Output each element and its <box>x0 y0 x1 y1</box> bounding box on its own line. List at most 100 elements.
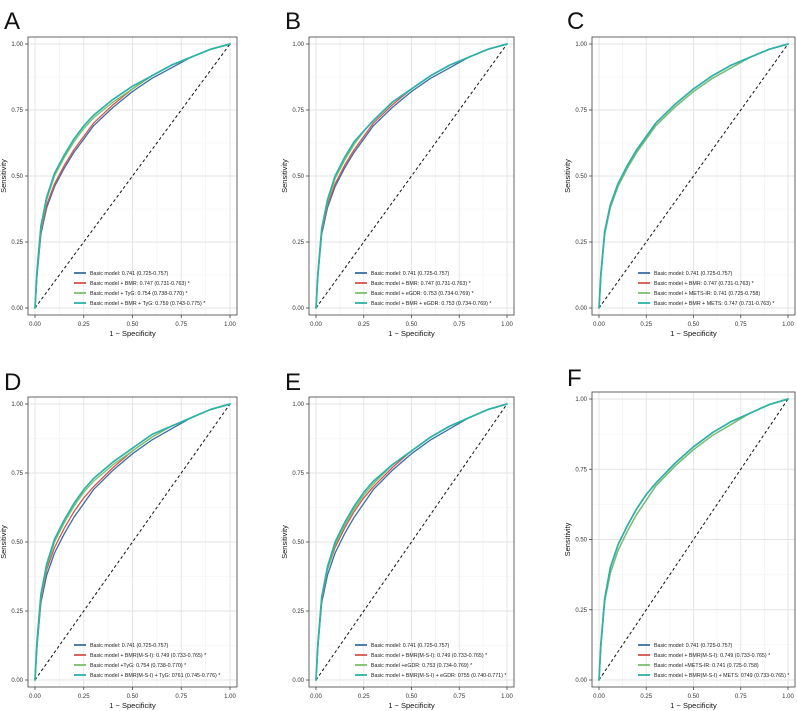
legend-label-series-3: Basic model +TyG: 0.754 (0.738-0.770) * <box>90 663 186 669</box>
x-tick-label: 1.00 <box>782 694 794 700</box>
y-tick-label: 0.75 <box>575 467 587 473</box>
x-axis-label: 1 − Specificity <box>109 329 156 338</box>
y-tick-label: 0.50 <box>11 174 23 180</box>
x-tick-label: 0.00 <box>29 694 41 700</box>
y-tick-label: 1.00 <box>11 402 23 408</box>
roc-curve-series-4 <box>598 398 789 681</box>
roc-panel-e: 0.00 0.00 0.25 0.25 0.50 0.50 0.75 0.75 1.00 1.00… <box>280 369 515 710</box>
x-tick-label: 0.00 <box>593 322 605 328</box>
x-tick-label: 0.25 <box>640 694 652 700</box>
reference-diagonal-line <box>598 43 789 309</box>
legend-label-series-2: Basic model + BMR: 0.747 (0.731-0.763) * <box>654 281 754 287</box>
legend-label-series-4: Basic model + BMR(M-S-I) + TyG: 0761 (0.… <box>90 673 220 679</box>
legend-label-series-2: Basic model + BMR(M-S-I): 0.749 (0.733-0… <box>371 653 487 659</box>
y-axis-label: Sensitivity <box>280 525 289 559</box>
y-axis-label: Sensitivity <box>563 522 572 556</box>
reference-diagonal-line <box>598 398 789 681</box>
x-tick-label: 0.50 <box>406 322 418 328</box>
roc-panel-f: 0.00 0.00 0.25 0.25 0.50 0.50 0.75 0.75 1.00 1.00… <box>563 365 796 710</box>
y-tick-label: 1.00 <box>11 42 23 48</box>
x-tick-label: 0.25 <box>640 322 652 328</box>
legend-label-series-3: Basic model + TyG: 0.754 (0.738-0.770) * <box>90 291 188 297</box>
y-tick-label: 1.00 <box>292 42 304 48</box>
roc-curve-series-4 <box>34 403 231 681</box>
x-tick-label: 1.00 <box>501 322 513 328</box>
legend-label-series-1: Basic model: 0.741 (0.725-0.757) <box>654 643 733 649</box>
x-axis-label: 1 − Specificity <box>670 701 717 710</box>
x-tick-label: 1.00 <box>501 694 513 700</box>
x-tick-label: 0.50 <box>127 322 139 328</box>
legend-label-series-1: Basic model: 0.741 (0.725-0.757) <box>90 643 169 649</box>
panel-letter: A <box>4 8 20 35</box>
y-tick-label: 0.75 <box>11 471 23 477</box>
x-axis-label: 1 − Specificity <box>388 329 435 338</box>
y-tick-label: 0.25 <box>575 608 587 614</box>
x-tick-label: 0.00 <box>310 694 322 700</box>
panel-letter: D <box>4 369 21 396</box>
roc-curve-series-1 <box>315 403 508 681</box>
legend-label-series-1: Basic model: 0.741 (0.725-0.757) <box>90 271 169 277</box>
x-tick-label: 0.00 <box>310 322 322 328</box>
legend-label-series-2: Basic model + BMR(M-S-I): 0.749 (0.733-0… <box>90 653 206 659</box>
legend-label-series-4: Basic model + BMR(M-S-I) + METS: 0749 (0… <box>654 673 789 679</box>
y-axis-label: Sensitivity <box>0 159 8 193</box>
x-tick-label: 0.75 <box>175 694 187 700</box>
legend: Basic model: 0.741 (0.725-0.757) Basic mo… <box>355 643 506 679</box>
x-tick-label: 0.00 <box>29 322 41 328</box>
x-tick-label: 0.00 <box>593 694 605 700</box>
roc-curve-series-4 <box>34 43 231 309</box>
legend-label-series-2: Basic model + BMR: 0.747 (0.731-0.763) * <box>371 281 471 287</box>
roc-panel-d: 0.00 0.00 0.25 0.25 0.50 0.50 0.75 0.75 1.00 1.00… <box>0 369 238 710</box>
y-tick-label: 0.50 <box>575 174 587 180</box>
x-tick-label: 0.75 <box>453 694 465 700</box>
y-tick-label: 0.00 <box>292 678 304 684</box>
y-tick-label: 0.00 <box>575 678 587 684</box>
x-tick-label: 0.50 <box>127 694 139 700</box>
x-tick-label: 0.25 <box>78 694 90 700</box>
panel-letter: E <box>285 369 301 396</box>
y-tick-label: 0.25 <box>11 609 23 615</box>
panel-letter: B <box>285 8 301 35</box>
legend: Basic model: 0.741 (0.725-0.757) Basic mo… <box>638 271 774 307</box>
legend-label-series-3: Basic model +METS-IR: 0.741 (0.725-0.758… <box>654 663 759 669</box>
legend-label-series-4: Basic model + BMR + eGDR: 0.753 (0.734-0… <box>371 301 491 307</box>
legend: Basic model: 0.741 (0.725-0.757) Basic mo… <box>355 271 491 307</box>
x-axis-label: 1 − Specificity <box>388 701 435 710</box>
y-tick-label: 0.00 <box>11 678 23 684</box>
legend: Basic model: 0.741 (0.725-0.757) Basic mo… <box>74 643 220 679</box>
reference-diagonal-line <box>34 403 231 681</box>
roc-panel-b: 0.00 0.00 0.25 0.25 0.50 0.50 0.75 0.75 1.00 1.00… <box>280 8 515 338</box>
x-tick-label: 0.50 <box>688 694 700 700</box>
y-tick-label: 1.00 <box>575 397 587 403</box>
y-tick-label: 0.75 <box>575 108 587 114</box>
roc-panel-c: 0.00 0.00 0.25 0.25 0.50 0.50 0.75 0.75 1.00 1.00… <box>563 8 796 338</box>
y-axis-label: Sensitivity <box>0 525 8 559</box>
y-tick-label: 0.75 <box>11 108 23 114</box>
x-tick-label: 1.00 <box>224 694 236 700</box>
y-tick-label: 0.75 <box>292 108 304 114</box>
y-tick-label: 0.50 <box>292 540 304 546</box>
x-tick-label: 0.50 <box>688 322 700 328</box>
x-tick-label: 0.25 <box>358 322 370 328</box>
y-tick-label: 0.50 <box>575 538 587 544</box>
x-tick-label: 0.75 <box>735 694 747 700</box>
x-tick-label: 1.00 <box>224 322 236 328</box>
legend-label-series-1: Basic model: 0.741 (0.725-0.757) <box>654 271 733 277</box>
legend: Basic model: 0.741 (0.725-0.757) Basic mo… <box>74 271 205 307</box>
legend-label-series-4: Basic model + BMR + TyG: 0.759 (0.743-0.… <box>90 301 205 307</box>
x-tick-label: 0.75 <box>453 322 465 328</box>
y-tick-label: 0.00 <box>575 306 587 312</box>
legend-label-series-3: Basic model + eGDR: 0.753 (0.734-0.769) … <box>371 291 474 297</box>
reference-diagonal-line <box>315 403 508 681</box>
x-tick-label: 0.25 <box>358 694 370 700</box>
y-tick-label: 0.25 <box>292 609 304 615</box>
y-tick-label: 0.25 <box>11 240 23 246</box>
legend-label-series-1: Basic model: 0.741 (0.725-0.757) <box>371 271 450 277</box>
x-tick-label: 0.25 <box>78 322 90 328</box>
y-axis-label: Sensitivity <box>563 159 572 193</box>
y-tick-label: 0.50 <box>292 174 304 180</box>
roc-panel-a: 0.00 0.00 0.25 0.25 0.50 0.50 0.75 0.75 1.00 1.00… <box>0 8 238 338</box>
legend-label-series-4: Basic model + BMR(M-S-I) + eGDR: 0755 (0… <box>371 673 506 679</box>
y-tick-label: 0.50 <box>11 540 23 546</box>
